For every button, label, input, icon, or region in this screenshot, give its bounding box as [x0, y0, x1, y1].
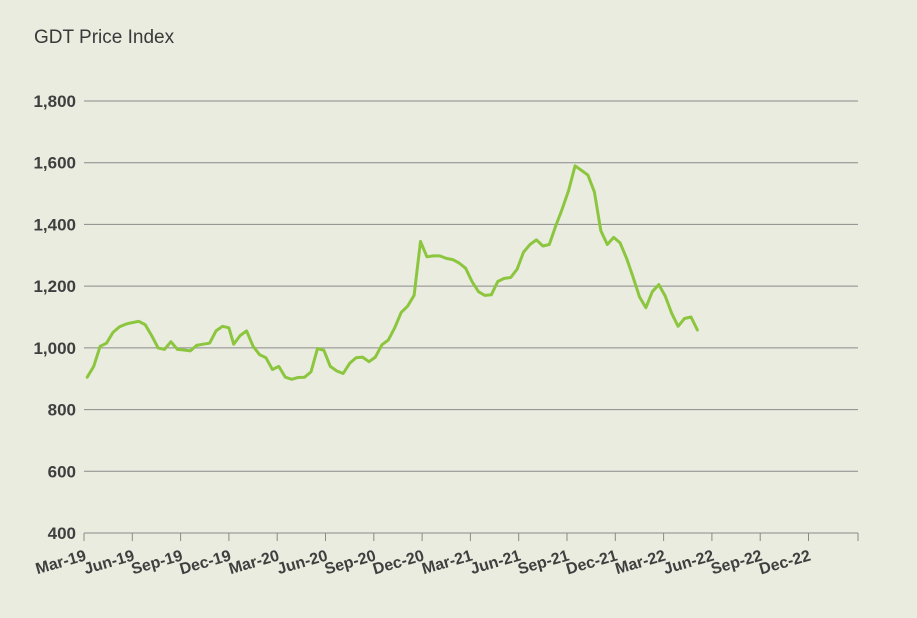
- y-tick-label: 400: [48, 524, 76, 543]
- chart-title: GDT Price Index: [34, 27, 175, 48]
- x-axis: [83, 532, 859, 541]
- grid-lines: [84, 100, 858, 472]
- y-tick-label: 1,000: [33, 339, 76, 358]
- y-tick-label: 1,600: [33, 154, 76, 173]
- y-axis-labels: 400 600 800 1,000 1,200 1,400 1,600 1,800: [33, 92, 76, 543]
- series-line-gdt-price-index: [85, 164, 699, 381]
- y-tick-label: 1,400: [33, 215, 76, 234]
- y-tick-label: 600: [48, 462, 76, 481]
- y-tick-label: 1,200: [33, 277, 76, 296]
- y-tick-label: 1,800: [33, 92, 76, 111]
- y-tick-label: 800: [48, 401, 76, 420]
- series-layer: [85, 164, 699, 381]
